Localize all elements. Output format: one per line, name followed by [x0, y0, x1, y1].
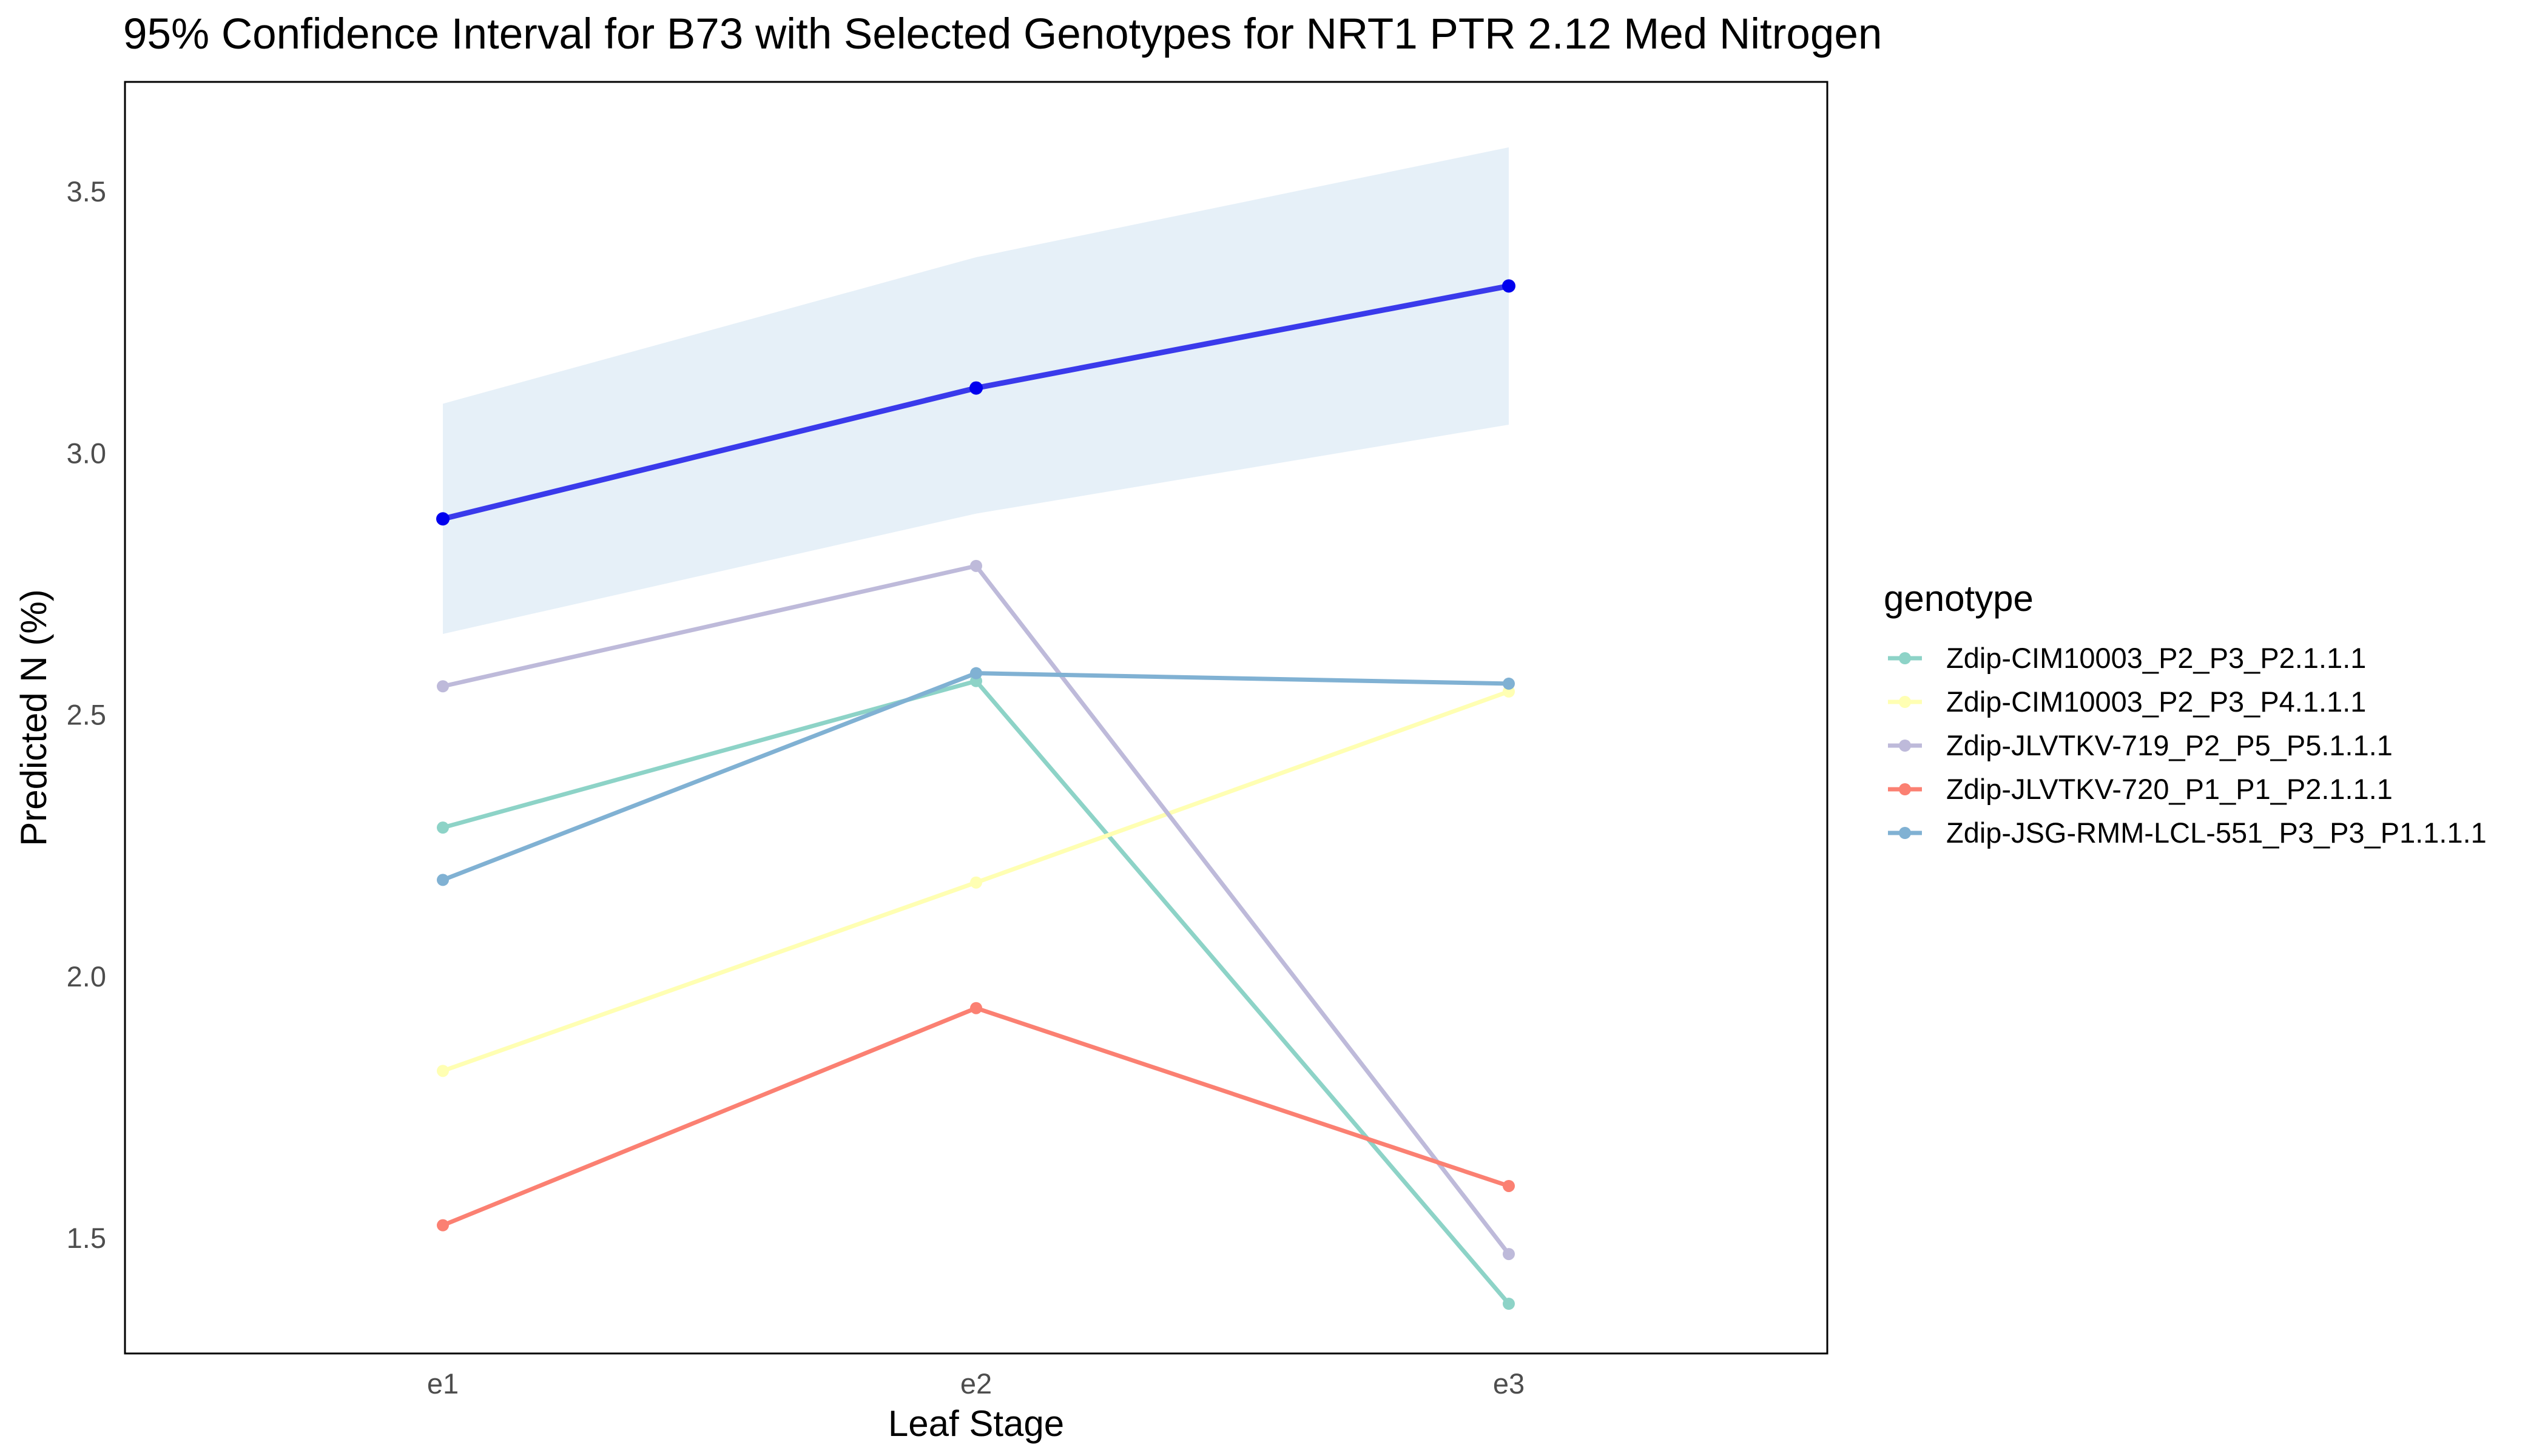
y-tick-label: 3.5 [67, 175, 106, 207]
plot-panel [124, 81, 1828, 1355]
data-point [437, 1065, 449, 1077]
legend-item: Zdip-JLVTKV-719_P2_P5_P5.1.1.1 [1888, 729, 2393, 761]
legend-key-point [1899, 696, 1911, 708]
series-2 [437, 685, 1515, 1077]
legend-key-point [1899, 740, 1911, 752]
series-layer [437, 559, 1515, 1310]
legend-title: genotype [1884, 578, 2034, 619]
legend-label: Zdip-JLVTKV-720_P1_P1_P2.1.1.1 [1946, 773, 2393, 805]
data-point [1503, 677, 1515, 690]
reference-series-layer [436, 279, 1515, 526]
series-5 [437, 667, 1515, 886]
legend: genotype Zdip-CIM10003_P2_P3_P2.1.1.1Zdi… [1884, 578, 2487, 849]
data-point [437, 821, 449, 834]
data-point [1503, 1248, 1515, 1261]
data-point [970, 667, 982, 679]
legend-item: Zdip-CIM10003_P2_P3_P2.1.1.1 [1888, 642, 2366, 674]
data-point [437, 874, 449, 886]
y-tick-label: 2.0 [67, 960, 106, 993]
legend-item: Zdip-CIM10003_P2_P3_P4.1.1.1 [1888, 686, 2366, 718]
y-tick-label: 3.0 [67, 437, 106, 469]
legend-label: Zdip-CIM10003_P2_P3_P4.1.1.1 [1946, 686, 2366, 718]
y-tick-label: 1.5 [67, 1222, 106, 1254]
y-tick-label: 2.5 [67, 699, 106, 731]
data-point [437, 680, 449, 693]
x-axis-title: Leaf Stage [888, 1403, 1064, 1444]
data-point [437, 1219, 449, 1232]
legend-label: Zdip-JLVTKV-719_P2_P5_P5.1.1.1 [1946, 729, 2393, 761]
reference-point [436, 512, 450, 526]
legend-key-point [1899, 827, 1911, 839]
data-point [970, 876, 982, 889]
legend-item: Zdip-JSG-RMM-LCL-551_P3_P3_P1.1.1.1 [1888, 817, 2487, 849]
reference-point [969, 381, 983, 395]
series-1 [437, 675, 1515, 1310]
legend-label: Zdip-JSG-RMM-LCL-551_P3_P3_P1.1.1.1 [1946, 817, 2487, 849]
x-tick-label: e1 [427, 1367, 459, 1400]
legend-key-point [1899, 783, 1911, 795]
series-line [442, 671, 1509, 882]
series-3 [437, 559, 1515, 1261]
y-axis: 1.5 2.0 2.5 3.0 3.5 [67, 175, 106, 1254]
data-point [970, 559, 982, 572]
data-point [1503, 1298, 1515, 1310]
y-axis-title: Predicted N (%) [13, 589, 54, 846]
data-point [1503, 1179, 1515, 1192]
legend-items: Zdip-CIM10003_P2_P3_P2.1.1.1 Zdip-CIM1000… [1888, 642, 2487, 849]
legend-label: Zdip-CIM10003_P2_P3_P2.1.1.1 [1946, 642, 2366, 674]
legend-key-point [1899, 652, 1911, 664]
x-tick-label: e3 [1493, 1367, 1525, 1400]
series-4 [437, 1002, 1515, 1232]
data-point [970, 1002, 982, 1014]
x-axis: e1 e2 e3 [427, 1367, 1525, 1400]
reference-point [1502, 279, 1515, 293]
chart-title: 95% Confidence Interval for B73 with Sel… [123, 10, 1882, 58]
x-tick-label: e2 [960, 1367, 992, 1400]
series-line [442, 679, 1511, 1306]
legend-item: Zdip-JLVTKV-720_P1_P1_P2.1.1.1 [1888, 773, 2393, 805]
